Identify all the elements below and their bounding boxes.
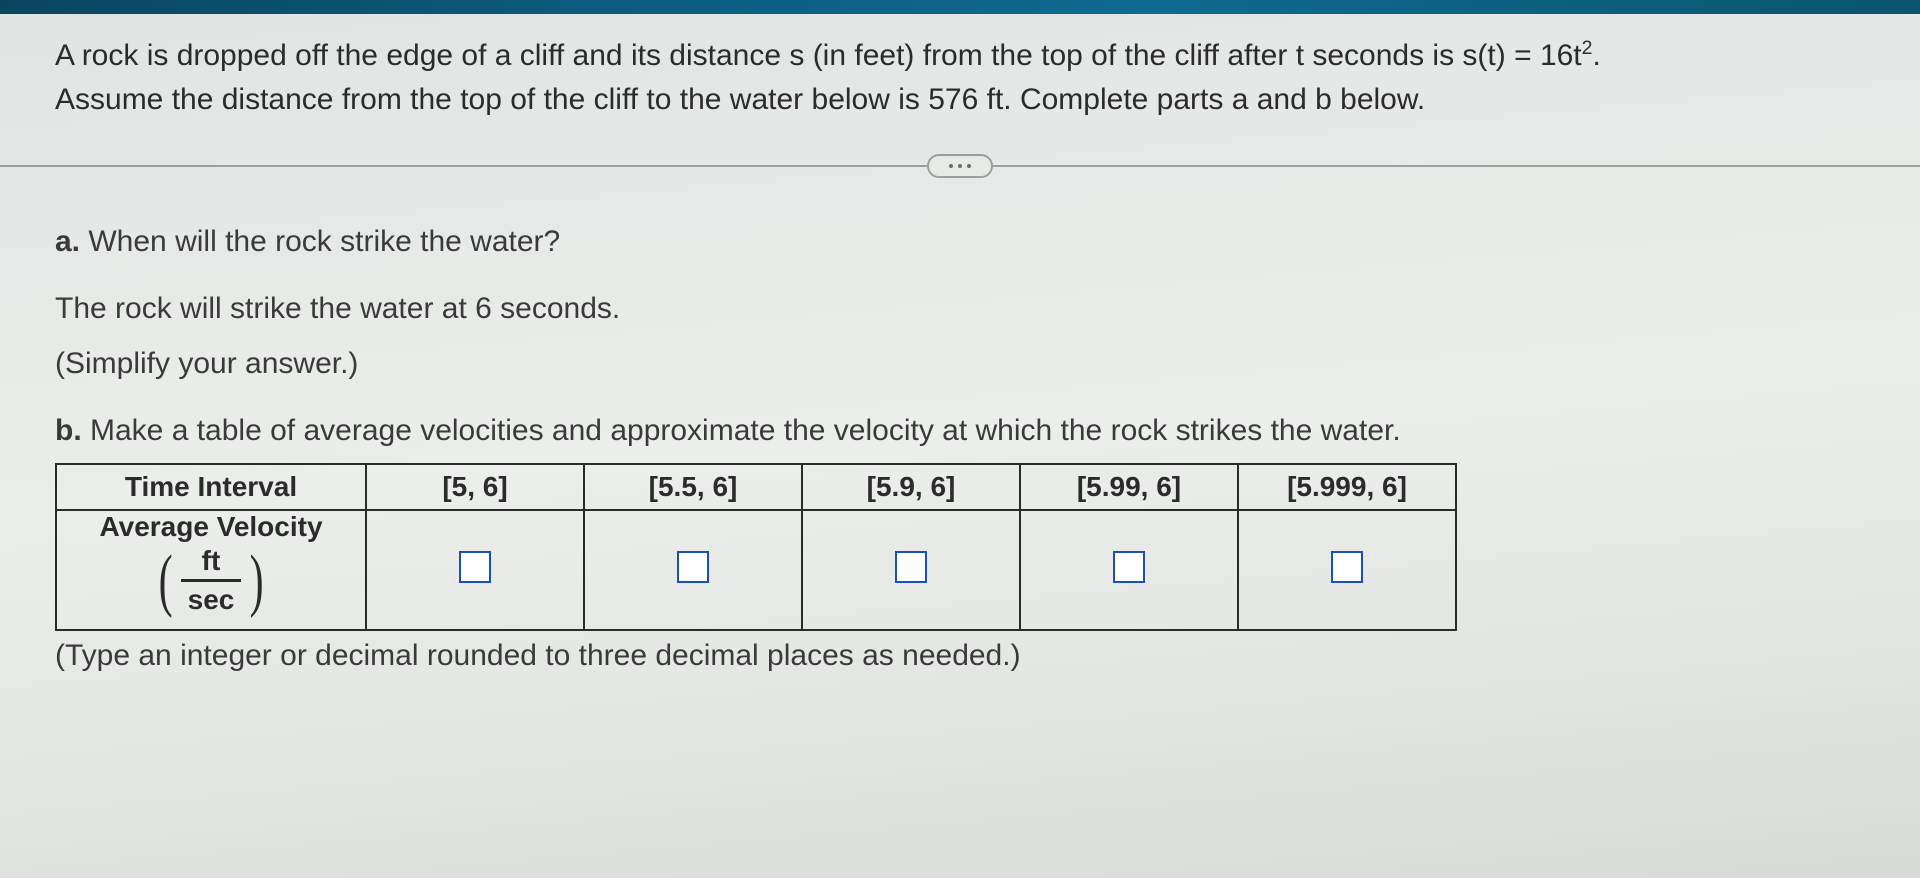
- part-a-answer-value: 6: [475, 292, 492, 325]
- unit-fraction: ( ft sec ): [154, 545, 269, 616]
- part-a-question: a. When will the rock strike the water?: [55, 219, 1865, 264]
- table-row: Average Velocity ( ft sec ): [56, 510, 1456, 630]
- expand-icon[interactable]: [927, 154, 993, 178]
- part-a-hint: (Simplify your answer.): [55, 341, 1865, 386]
- velocity-input-cell: [1238, 510, 1456, 630]
- problem-line1-pre: A rock is dropped off the edge of a clif…: [55, 39, 1582, 72]
- unit-numerator: ft: [196, 545, 227, 579]
- interval-cell: [5.999, 6]: [1238, 464, 1456, 510]
- velocity-input[interactable]: [677, 551, 709, 583]
- section-divider: [55, 149, 1865, 183]
- table-row: Time Interval [5, 6] [5.5, 6] [5.9, 6] […: [56, 464, 1456, 510]
- row-header-time-interval: Time Interval: [56, 464, 366, 510]
- problem-page: A rock is dropped off the edge of a clif…: [0, 0, 1920, 878]
- velocity-input-cell: [802, 510, 1020, 630]
- velocity-table: Time Interval [5, 6] [5.5, 6] [5.9, 6] […: [55, 463, 1457, 631]
- part-a-label: a.: [55, 225, 80, 258]
- part-b-question-text: Make a table of average velocities and a…: [82, 414, 1401, 447]
- avg-velocity-label: Average Velocity: [99, 511, 322, 543]
- interval-cell: [5.9, 6]: [802, 464, 1020, 510]
- part-a-question-text: When will the rock strike the water?: [80, 225, 560, 258]
- window-top-bar: [0, 0, 1920, 14]
- problem-statement: A rock is dropped off the edge of a clif…: [55, 34, 1865, 121]
- interval-cell: [5.5, 6]: [584, 464, 802, 510]
- part-b-question: b. Make a table of average velocities an…: [55, 408, 1865, 453]
- part-b-label: b.: [55, 414, 82, 447]
- interval-cell: [5, 6]: [366, 464, 584, 510]
- velocity-input[interactable]: [459, 551, 491, 583]
- paren-right-icon: ): [250, 553, 264, 609]
- velocity-input[interactable]: [1113, 551, 1145, 583]
- interval-cell: [5.99, 6]: [1020, 464, 1238, 510]
- part-a-answer-line: The rock will strike the water at 6 seco…: [55, 286, 1865, 331]
- velocity-input-cell: [366, 510, 584, 630]
- velocity-input-cell: [584, 510, 802, 630]
- part-a-answer-post: seconds.: [492, 292, 620, 325]
- problem-line1-post: .: [1593, 39, 1601, 72]
- paren-left-icon: (: [158, 553, 172, 609]
- row-header-avg-velocity: Average Velocity ( ft sec ): [56, 510, 366, 630]
- problem-exponent: 2: [1582, 37, 1593, 59]
- velocity-input-cell: [1020, 510, 1238, 630]
- velocity-input[interactable]: [1331, 551, 1363, 583]
- unit-denominator: sec: [182, 582, 241, 616]
- problem-line2: Assume the distance from the top of the …: [55, 83, 1425, 116]
- part-b-footnote: (Type an integer or decimal rounded to t…: [55, 639, 1865, 673]
- part-a-answer-pre: The rock will strike the water at: [55, 292, 475, 325]
- velocity-input[interactable]: [895, 551, 927, 583]
